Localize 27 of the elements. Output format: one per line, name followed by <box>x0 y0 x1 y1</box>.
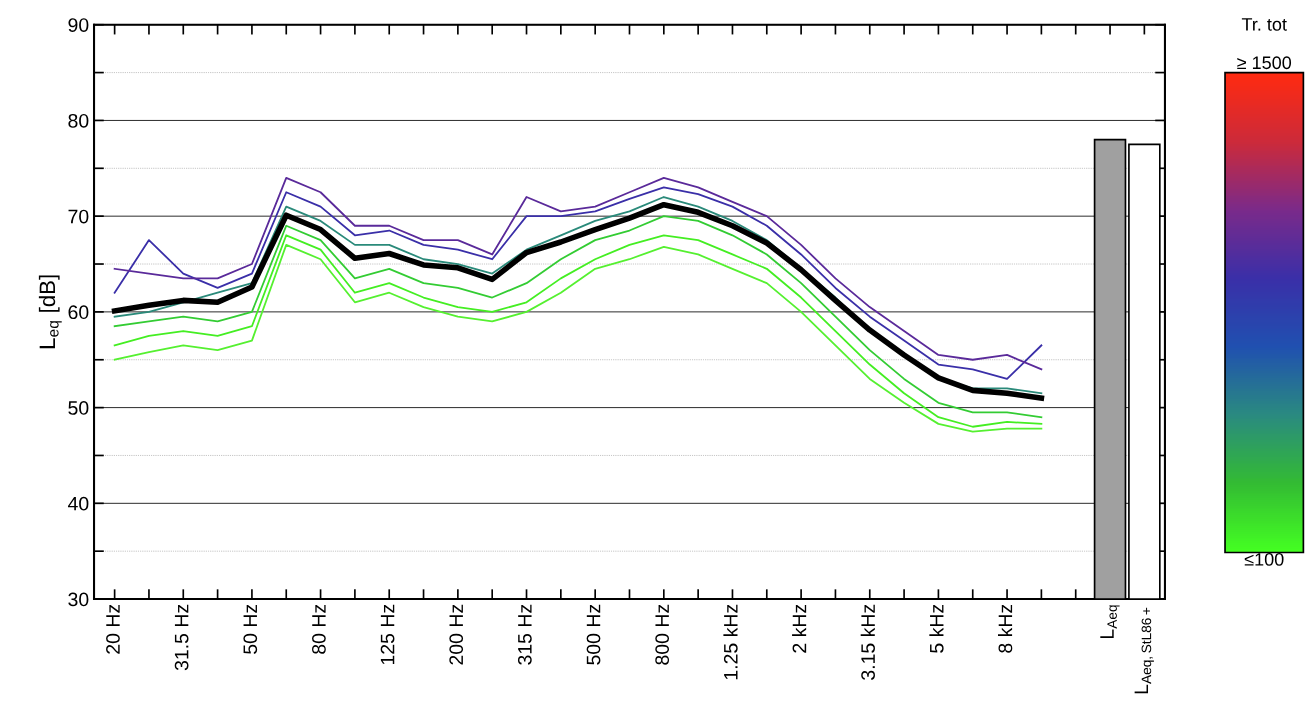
y-axis-title: L$_{eq}$ [dB] <box>38 275 62 349</box>
x-tick-label: 315 Hz <box>517 604 532 665</box>
color-bar-label: ≥ 1500 <box>1237 56 1292 70</box>
y-tick-label: 80 <box>68 113 89 128</box>
x-tick-label: 20 Hz <box>106 604 120 654</box>
x-tick-label: 80 Hz <box>312 604 326 654</box>
color-bar-label: ≤100 <box>1244 553 1284 566</box>
color-bar-title: Tr. tot <box>1241 18 1287 31</box>
y-tick-label: 40 <box>67 496 89 511</box>
x-tick-label: 5 kHz <box>929 604 944 653</box>
x-tick-label: 8 kHz <box>998 604 1013 653</box>
x-tick-label: 500 Hz <box>586 604 601 665</box>
y-tick-label: 60 <box>68 305 89 320</box>
y-tick-label: 70 <box>68 209 89 224</box>
x-tick-label: 31.5 Hz <box>174 604 189 671</box>
y-tick-label: 90 <box>68 18 89 32</box>
x-tick-label: 50 Hz <box>243 604 258 654</box>
x-tick-label: 125 Hz <box>380 604 395 665</box>
y-tick-label: 50 <box>68 401 89 415</box>
x-tick-label: L$_{Aeq,StL86+}$ <box>1134 607 1154 694</box>
x-tick-label: L$_{Aeq}$ <box>1100 605 1120 639</box>
x-tick-label: 1.25 kHz <box>723 604 738 680</box>
x-tick-label: 200 Hz <box>449 604 464 665</box>
x-tick-label: 2 kHz <box>792 604 807 653</box>
x-tick-label: 800 Hz <box>655 604 670 665</box>
y-tick-label: 30 <box>68 592 89 607</box>
x-tick-label: 3.15 kHz <box>860 604 875 680</box>
